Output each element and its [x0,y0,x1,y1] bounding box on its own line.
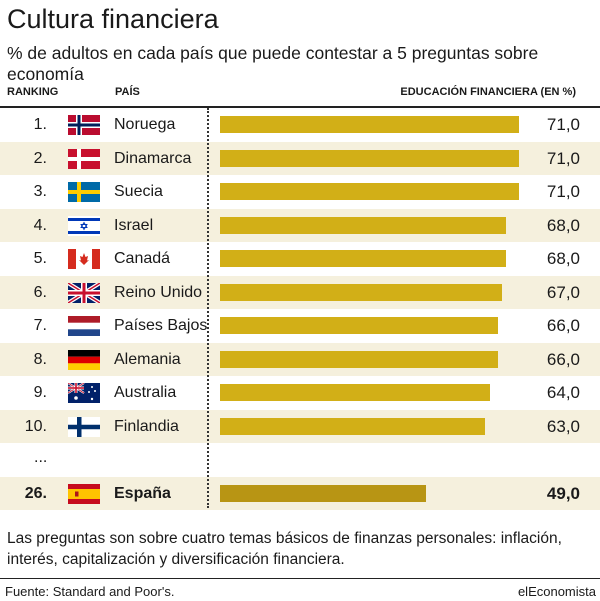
ellipsis-row: ... [34,449,48,466]
value-label: 71,0 [546,148,580,168]
rank-label: 10. [24,417,47,435]
header-divider [0,106,600,108]
country-label: Alemania [114,350,181,368]
chart-subtitle: % de adultos en cada país que puede cont… [7,43,539,84]
country-label: Israel [114,216,154,234]
bar [220,384,490,401]
bar [220,250,507,267]
country-label: Suecia [114,183,163,200]
bar [220,116,519,133]
table-row: 5. Canadá 68,0 [0,242,600,276]
country-label: Noruega [114,116,176,133]
bar [220,417,486,435]
bar [220,317,498,334]
value-label: 66,0 [546,316,580,335]
source-text: Fuente: Standard and Poor's. [5,584,175,599]
footnote: Las preguntas son sobre cuatro temas bás… [7,530,562,568]
value-label: 67,0 [546,282,580,302]
value-label: 71,0 [546,115,580,134]
value-label: 68,0 [546,249,580,268]
australia-flag-icon [68,383,100,403]
country-label: Reino Unido [114,283,203,301]
country-label: Australia [114,384,177,401]
rank-label: 5. [33,250,47,267]
value-label: 71,0 [546,182,580,201]
table-row: 6. Reino Unido 67,0 [0,275,600,309]
country-label: Países Bajos [114,317,208,334]
rank-label: 26. [24,484,47,502]
column-header-ranking: RANKING [7,86,59,98]
rank-label: 1. [33,116,47,133]
sweden-flag-icon [68,182,100,202]
rank-label: 8. [33,350,47,368]
table-row: 3. Suecia 71,0 [0,175,600,209]
rank-label: 7. [33,317,47,334]
value-label: 49,0 [546,483,580,503]
chart-title: Cultura financiera [7,4,219,34]
norway-flag-icon [68,115,100,135]
rank-label: 6. [33,283,47,301]
highlight-row: 26. España 49,0 [0,476,600,510]
footer-divider [0,578,600,579]
spain-flag-icon [68,483,100,504]
finland-flag-icon [68,416,100,437]
israel-flag-icon [68,215,100,236]
table-row: 8. Alemania 66,0 [0,342,600,376]
table-row: 10. Finlandia 63,0 [0,409,600,443]
bar [220,149,519,167]
table-row: 2. Dinamarca 71,0 [0,141,600,175]
uk-flag-icon [68,282,100,303]
brand-text: elEconomista [517,584,596,599]
country-label: Finlandia [114,417,179,435]
table-row: 1. Noruega 71,0 [0,108,600,142]
bar [220,350,498,368]
value-label: 66,0 [546,349,580,369]
canada-flag-icon [68,249,100,269]
table-row: 4. Israel 68,0 [0,208,600,242]
column-header-pais: PAÍS [115,86,140,98]
table-row: 7. Países Bajos 66,0 [0,309,600,343]
rank-label: 2. [33,149,47,167]
table-row: 9. Australia 64,0 [0,376,600,410]
country-label: Canadá [114,250,171,267]
netherlands-flag-icon [68,316,100,336]
country-label: España [114,484,171,502]
denmark-flag-icon [68,148,100,169]
rank-label: 3. [33,183,47,200]
bar [220,484,427,502]
germany-flag-icon [68,349,100,370]
value-label: 68,0 [546,215,580,235]
bar [220,216,507,234]
rank-label: 9. [33,384,47,401]
column-header-educacion: EDUCACIÓN FINANCIERA (EN %) [400,86,576,98]
bar [220,183,519,200]
value-label: 64,0 [546,383,580,402]
dotted-separator [207,108,209,508]
rank-label: 4. [33,216,47,234]
country-label: Dinamarca [114,149,192,167]
value-label: 63,0 [546,416,580,436]
bar [220,283,503,301]
